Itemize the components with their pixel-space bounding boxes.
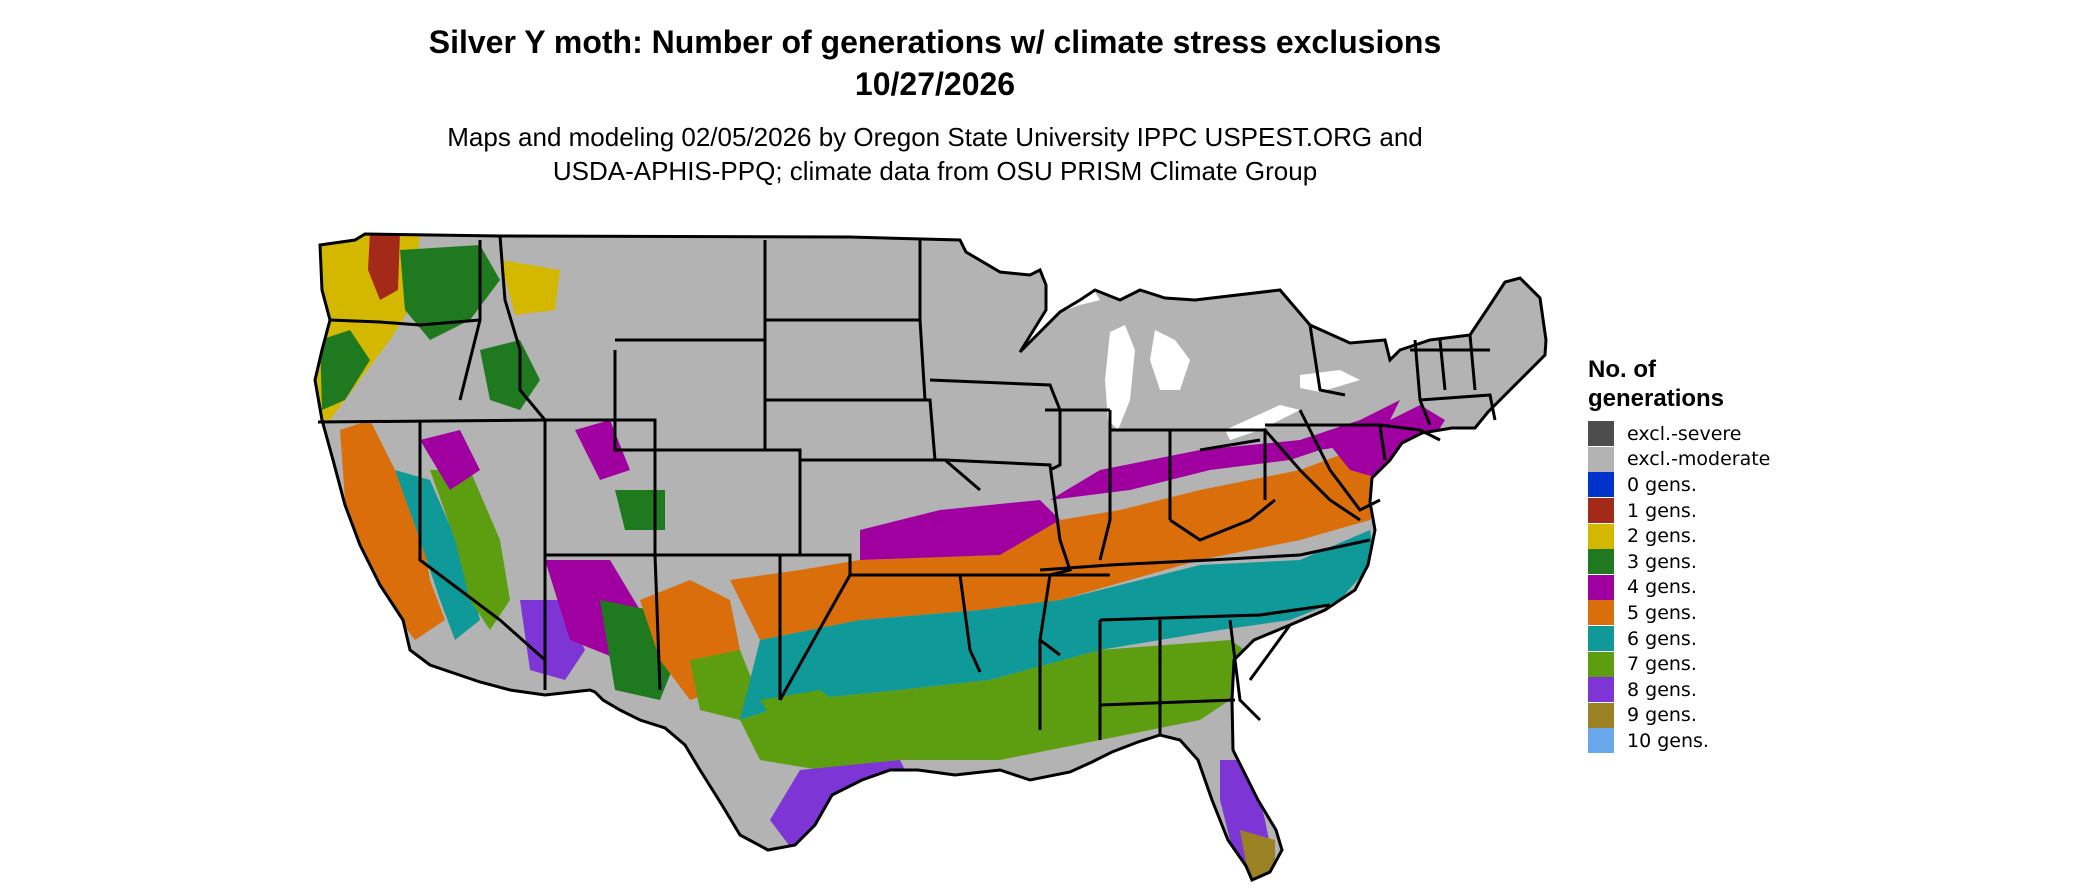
legend-item: 1 gens. [1588,498,1888,524]
legend-item: 2 gens. [1588,523,1888,549]
map-subtitle-line-1: Maps and modeling 02/05/2026 by Oregon S… [447,122,1423,152]
generation-zones [315,234,1445,880]
legend-swatch [1588,523,1614,549]
legend-swatch [1588,626,1614,652]
legend-swatch [1588,421,1614,447]
legend-item: 8 gens. [1588,677,1888,703]
map-title: Silver Y moth: Number of generations w/ … [428,24,1442,60]
legend-swatch [1588,600,1614,626]
legend-swatch [1588,472,1614,498]
legend-label: 2 gens. [1627,525,1697,548]
legend-swatch [1588,498,1614,524]
legend-swatch [1588,728,1614,754]
legend-label: 9 gens. [1627,704,1697,727]
legend-swatch [1588,702,1614,728]
legend-label: 10 gens. [1627,729,1709,752]
legend-swatch [1588,574,1614,600]
legend-item: 5 gens. [1588,600,1888,626]
legend-item: excl.-severe [1588,421,1888,447]
legend-swatch [1588,677,1614,703]
legend-items: excl.-severe excl.-moderate 0 gens. 1 gens.… [1588,421,1888,754]
legend-item: 9 gens. [1588,702,1888,729]
legend-swatch [1588,651,1614,677]
legend: No. of generations excl.-severe excl.-mod… [1588,355,1888,754]
legend-title-line-1: No. of [1588,356,1656,383]
legend-item: 4 gens. [1588,574,1888,601]
legend-label: 8 gens. [1627,678,1697,701]
legend-item: excl.-moderate [1588,446,1888,473]
legend-label: 7 gens. [1627,653,1697,676]
legend-label: excl.-severe [1627,422,1742,445]
legend-swatch [1588,549,1614,575]
us-generations-map [313,232,1548,882]
map-subtitle-line-2: USDA-APHIS-PPQ; climate data from OSU PR… [552,156,1318,186]
legend-title-line-2: generations [1588,385,1725,412]
state-borders [313,232,1548,882]
legend-item: 6 gens. [1588,626,1888,652]
legend-label: 3 gens. [1627,550,1697,573]
legend-item: 3 gens. [1588,549,1888,575]
legend-label: 5 gens. [1627,601,1697,624]
map-date: 10/27/2026 [854,66,1016,102]
legend-label: excl.-moderate [1627,448,1771,471]
legend-label: 6 gens. [1627,627,1697,650]
legend-label: 0 gens. [1627,473,1697,496]
legend-item: 0 gens. [1588,472,1888,498]
legend-swatch [1588,446,1614,472]
legend-label: 1 gens. [1627,499,1697,522]
legend-item: 7 gens. [1588,651,1888,677]
legend-label: 4 gens. [1627,576,1697,599]
legend-item: 10 gens. [1588,728,1888,754]
